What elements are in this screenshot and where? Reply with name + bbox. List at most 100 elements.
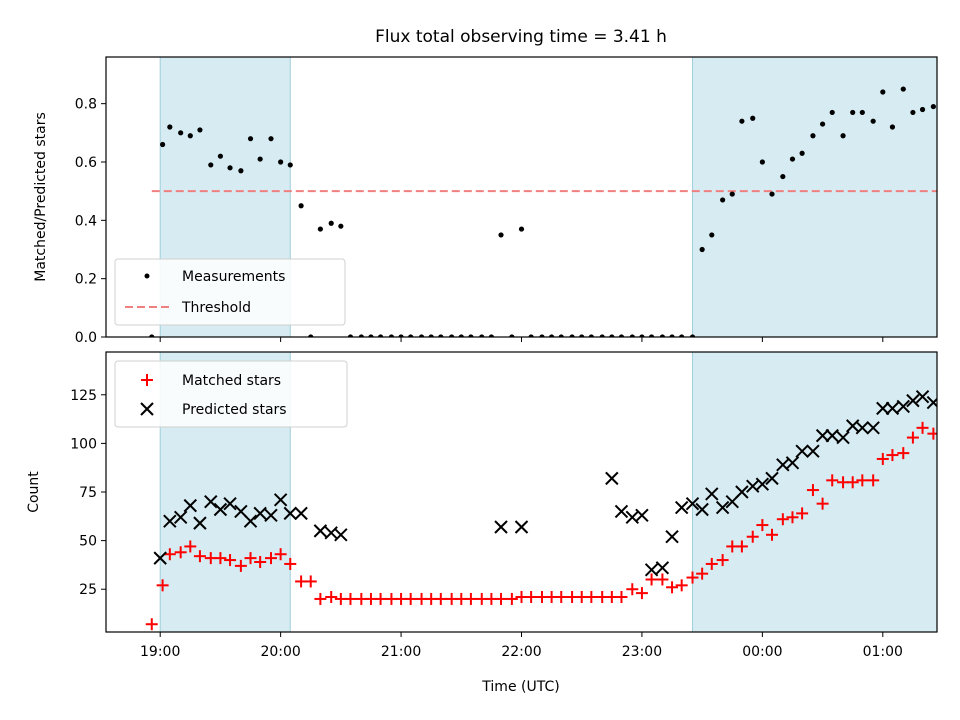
measurement-point [398,334,404,337]
measurement-point [558,334,564,337]
measurement-point [338,223,344,229]
top-panel: 0.0 0.2 0.4 0.6 0.8 [75,56,955,346]
matched-point [156,579,169,592]
matched-point [234,559,247,572]
matched-point [585,591,598,603]
matched-point [304,575,317,588]
matched-point [856,474,869,487]
predicted-point [264,508,278,523]
predicted-point [885,401,900,416]
predicted-point [755,477,770,491]
predicted-point [915,390,930,404]
predicted-point [906,393,920,408]
measurement-point [810,133,816,139]
bottom-y-tick-label: 50 [79,534,97,550]
predicted-point [795,444,809,458]
measurement-point [769,191,775,197]
measurement-point [910,109,916,116]
matched-point [274,548,287,561]
predicted-point [926,395,937,410]
measurement-point [178,130,184,136]
measurement-point [859,109,865,116]
measurement-point [488,334,494,337]
predicted-point [253,506,267,521]
measurement-point [317,226,323,232]
top-legend: Measurements Threshold [114,258,346,326]
predicted-point [836,430,850,445]
measurement-point [298,203,304,209]
bottom-axes-frame [105,351,938,633]
matched-point [464,592,477,605]
predicted-point [204,495,218,509]
measurement-point [518,226,525,232]
measurement-point [160,141,166,148]
measurement-point [829,109,835,116]
predicted-point [665,530,679,544]
measurement-point [458,334,464,337]
measurement-point [569,334,575,337]
predicted-point [936,381,937,393]
predicted-point [695,502,709,517]
chart-title: Flux total observing time = 3.41 h [375,27,667,47]
measurement-point [509,334,515,337]
predicted-point [705,487,719,501]
matched-point [193,550,206,563]
measurement-point [840,133,846,139]
measurement-point [900,86,906,92]
bottom-y-axis-label: Count [26,471,42,513]
bottom-y-tick-label: 75 [79,485,97,501]
matched-point [735,540,748,553]
measurement-point [699,246,705,253]
measurement-point [167,124,173,130]
measurement-point [609,334,615,337]
bottom-legend: Matched stars Predicted stars [114,360,348,428]
bottom-legend-box [114,360,348,428]
predicted-point [806,444,820,458]
legend-predicted-marker [140,402,154,416]
measurement-point [669,334,675,337]
measurement-point [247,136,254,142]
measurement-point [729,191,735,197]
measurement-point [940,89,945,94]
predicted-point [815,428,830,443]
matched-point [886,449,899,462]
measurement-point [368,334,374,337]
matched-point [916,421,929,434]
predicted-point [183,498,198,513]
matched-point [404,592,417,605]
matched-point [937,416,949,428]
measurement-point [648,334,655,337]
measurement-point [819,121,826,127]
predicted-point [283,506,297,521]
x-tick-label: 22:00 [501,644,541,660]
top-axes-frame [105,56,938,338]
predicted-point [715,500,730,515]
predicted-point [313,524,328,538]
matched-point [314,592,327,605]
top-shaded-interval [692,56,938,338]
measurement-point [438,334,444,337]
predicted-point [273,493,288,507]
predicted-point [494,520,508,534]
matched-point [897,447,910,460]
matched-point [635,587,648,600]
matched-point [776,513,789,526]
legend-predicted-label: Predicted stars [182,402,287,418]
measurement-point [889,124,896,130]
measurement-point [950,81,955,86]
bottom-y-tick-label: 100 [70,436,97,452]
matched-point [615,591,628,603]
predicted-point [614,504,629,519]
matched-point [214,552,227,565]
measurement-point [739,118,745,124]
matched-point [766,528,779,541]
matched-point [525,591,538,603]
predicted-point [294,506,308,521]
legend-matched-label: Matched stars [182,373,281,389]
measurement-point [388,334,395,337]
measurement-point [720,197,726,203]
measurement-point [528,334,534,337]
measurement-point [639,334,645,337]
measurement-point [408,334,414,337]
